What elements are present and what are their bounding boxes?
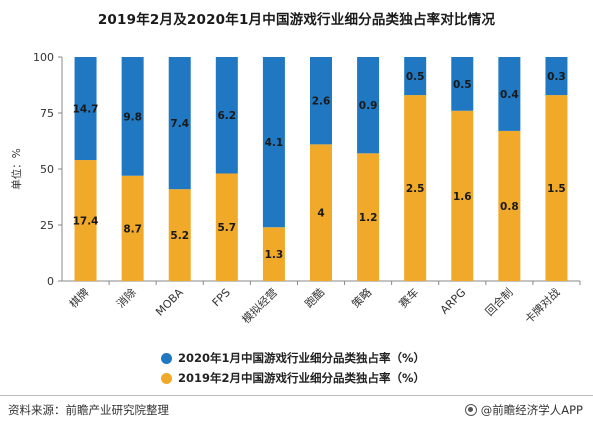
bar-2019 [545, 95, 568, 281]
bar-2019 [498, 130, 521, 281]
bar-2020 [262, 57, 285, 228]
data-label-2020: 0.5 [453, 79, 472, 91]
data-label-2019: 0.8 [500, 201, 519, 213]
data-label-2020: 7.4 [170, 118, 189, 130]
brand-credit: @前瞻经济学人APP [464, 402, 583, 418]
bar-2020 [121, 57, 144, 176]
data-label-2020: 4.1 [265, 137, 284, 149]
x-tick-label: 消除 [113, 285, 138, 310]
data-label-2019: 1.2 [359, 212, 378, 224]
data-label-2020: 0.3 [547, 71, 566, 83]
bar-2020 [498, 57, 521, 131]
x-tick-label: 跑酷 [302, 285, 327, 310]
bar-2019 [451, 110, 474, 281]
bar-2020 [168, 57, 191, 190]
bar-2019 [168, 189, 191, 281]
data-label-2020: 6.2 [218, 110, 237, 122]
bar-2019 [404, 95, 427, 281]
y-tick-label: 100 [33, 51, 54, 64]
bar-2019 [310, 144, 332, 281]
legend-label-2020: 2020年1月中国游戏行业细分品类独占率（%） [178, 351, 426, 365]
x-tick-label: 棋牌 [66, 285, 91, 310]
data-label-2020: 0.9 [359, 100, 378, 112]
bar-2020 [451, 57, 474, 111]
data-label-2020: 9.8 [123, 111, 142, 123]
chart-title: 2019年2月及2020年1月中国游戏行业细分品类独占率对比情况 [97, 12, 496, 28]
legend-label-2019: 2019年2月中国游戏行业细分品类独占率（%） [178, 371, 426, 385]
data-label-2019: 5.2 [170, 230, 189, 242]
y-tick-label: 50 [40, 163, 54, 176]
legend-swatch-2020 [161, 352, 172, 364]
y-tick-label: 0 [47, 275, 54, 288]
x-tick-label: ARPG [438, 286, 469, 317]
data-label-2020: 0.4 [500, 89, 519, 101]
x-tick-label: 回合制 [482, 285, 515, 318]
legend-item-2020: 2020年1月中国游戏行业细分品类独占率（%） [161, 350, 425, 366]
bar-2019 [262, 227, 285, 281]
y-tick-label: 25 [40, 219, 54, 232]
data-label-2019: 4 [317, 208, 324, 220]
x-tick-label: 赛车 [396, 285, 421, 310]
x-tick-label: 卡牌对战 [522, 285, 563, 326]
x-tick-label: MOBA [153, 286, 186, 319]
bar-2020 [357, 57, 380, 154]
data-label-2019: 8.7 [123, 223, 142, 235]
data-label-2019: 1.3 [265, 249, 284, 261]
legend-swatch-2019 [161, 372, 172, 384]
bar-2019 [121, 175, 144, 281]
bar-2019 [215, 173, 238, 281]
x-tick-label: FPS [210, 286, 233, 309]
y-axis-label: 单位：% [10, 148, 23, 189]
bar-2020 [545, 57, 568, 96]
legend-item-2019: 2019年2月中国游戏行业细分品类独占率（%） [161, 370, 425, 386]
data-label-2019: 1.6 [453, 191, 472, 203]
source-note: 资料来源：前瞻产业研究院整理 [8, 403, 169, 417]
data-label-2019: 1.5 [547, 183, 566, 195]
data-label-2019: 2.5 [406, 183, 425, 195]
bar-2019 [74, 160, 97, 281]
data-label-2020: 14.7 [73, 104, 99, 116]
bar-2020 [74, 57, 97, 161]
bar-2019 [357, 153, 380, 281]
bar-2020 [215, 57, 238, 174]
x-tick-label: 策略 [349, 285, 374, 310]
brand-logo-icon [464, 404, 477, 416]
y-tick-label: 75 [40, 107, 54, 120]
data-label-2019: 17.4 [73, 216, 99, 228]
data-label-2019: 5.7 [218, 222, 237, 234]
data-label-2020: 2.6 [312, 96, 331, 108]
data-label-2020: 0.5 [406, 71, 425, 83]
stacked-bar-chart: 0 25 50 75 100 单位：% 17.4 14.7 棋牌 8.7 9.8 消除 5.2 7.4 MO… [10, 51, 581, 326]
x-tick-label: 模拟经营 [239, 285, 280, 326]
bar-2020 [310, 57, 332, 145]
footer-divider [0, 395, 593, 396]
brand-text: @前瞻经济学人APP [480, 403, 583, 417]
bar-2020 [404, 57, 427, 96]
